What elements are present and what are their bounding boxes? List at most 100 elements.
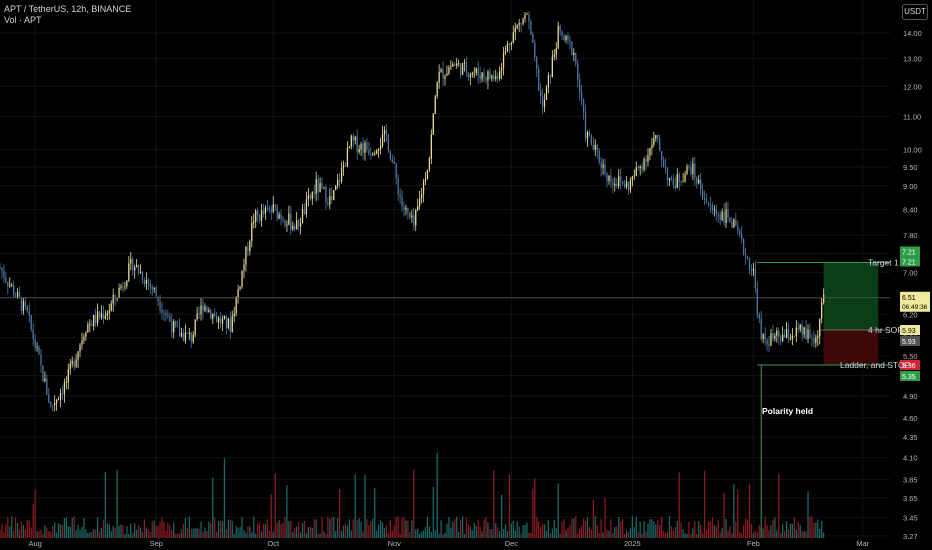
- y-tick-label: 3.65: [903, 494, 918, 503]
- candle-body: [618, 176, 620, 187]
- volume-bar: [450, 527, 452, 538]
- candle-body: [333, 190, 335, 201]
- volume-bar: [46, 527, 48, 538]
- volume-bar: [737, 489, 739, 538]
- volume-bar: [73, 516, 75, 538]
- candle-body: [65, 382, 67, 384]
- volume-bar: [518, 526, 520, 538]
- candle-body: [793, 335, 795, 337]
- candle-body: [789, 339, 792, 340]
- volume-bar: [227, 519, 229, 538]
- volume-bar: [180, 529, 183, 538]
- volume-bar: [618, 516, 620, 538]
- volume-bar: [333, 517, 335, 538]
- volume-bar: [411, 520, 413, 538]
- volume-bar: [307, 527, 310, 538]
- candle-body: [524, 14, 526, 19]
- volume-bar: [206, 530, 208, 538]
- volume-bar: [173, 522, 175, 538]
- volume-bar: [456, 516, 458, 538]
- candle-body: [815, 337, 817, 344]
- volume-bar: [251, 532, 253, 538]
- candle-body: [725, 209, 727, 223]
- candle-body: [731, 222, 733, 228]
- candle-body: [799, 324, 801, 330]
- volume-bar: [28, 520, 30, 538]
- y-tick-label: 11.00: [903, 112, 921, 121]
- stop-price-label-bg: [900, 359, 920, 370]
- y-tick-label: 3.85: [903, 475, 918, 484]
- stop-price-label: 5.36: [902, 363, 916, 370]
- volume-bar: [588, 526, 591, 538]
- candle-body: [655, 135, 657, 139]
- volume-bar: [63, 518, 66, 538]
- candle-body: [188, 332, 190, 334]
- volume-bar: [469, 526, 472, 538]
- countdown-label: 06:49:36: [902, 304, 928, 311]
- candle-body: [3, 271, 5, 278]
- candle-body: [69, 363, 71, 370]
- candle-body: [739, 231, 741, 235]
- candle-body: [110, 303, 112, 311]
- volume-bar: [571, 518, 573, 538]
- candle-body: [741, 234, 743, 239]
- volume-bar: [623, 533, 626, 538]
- candle-body: [294, 226, 296, 230]
- volume-bar: [620, 521, 622, 538]
- volume-bar: [100, 527, 103, 538]
- candle-body: [721, 211, 723, 221]
- current-price-label: 6.51: [902, 295, 916, 302]
- volume-bar: [389, 520, 391, 538]
- volume-bar: [461, 516, 464, 538]
- candle-body: [756, 287, 758, 315]
- candle-body: [323, 187, 325, 189]
- currency-button[interactable]: USDT: [902, 4, 928, 20]
- candle-body: [606, 173, 608, 181]
- candle-body: [214, 313, 216, 317]
- candle-body: [762, 334, 764, 340]
- candle-body: [378, 149, 380, 151]
- candle-body: [63, 382, 66, 395]
- candle-body: [40, 354, 42, 366]
- candle-body: [268, 207, 270, 210]
- y-tick-label: 4.90: [903, 392, 918, 401]
- volume-bar: [210, 523, 212, 538]
- volume-bar: [821, 521, 823, 538]
- volume-bar: [299, 532, 302, 538]
- candle-body: [717, 214, 719, 216]
- volume-bar: [639, 521, 641, 538]
- volume-bar: [184, 518, 187, 538]
- volume-bar: [653, 521, 655, 538]
- time-axis[interactable]: Aug Sep Oct Nov Dec 2025 Feb Mar: [28, 539, 869, 548]
- candle-body: [459, 63, 462, 75]
- volume-bar: [690, 533, 692, 538]
- volume-bar: [719, 532, 721, 538]
- candle-body: [278, 214, 280, 219]
- candle-body: [176, 326, 179, 328]
- volume-bar: [71, 518, 73, 538]
- candle-body: [337, 179, 339, 186]
- volume-bar: [54, 522, 56, 538]
- candle-body: [290, 213, 292, 230]
- volume-bar: [756, 532, 758, 538]
- candle-body: [639, 166, 641, 168]
- candle-body: [801, 324, 803, 335]
- candle-body: [370, 154, 372, 156]
- volume-bar: [426, 516, 429, 538]
- volume-bar: [758, 524, 760, 538]
- candle-body: [604, 164, 606, 174]
- volume-bar: [79, 529, 81, 538]
- candle-body: [661, 151, 663, 161]
- candle-body: [282, 219, 284, 221]
- candle-body: [588, 131, 591, 136]
- candle-body: [405, 207, 407, 210]
- candle-body: [311, 192, 313, 199]
- volume-bar: [584, 520, 587, 538]
- volume-bar: [155, 525, 157, 538]
- candle-body: [235, 297, 237, 314]
- candle-body: [448, 67, 450, 74]
- volume-bar: [337, 518, 339, 538]
- candle-body: [7, 281, 9, 287]
- volume-bar: [780, 532, 782, 538]
